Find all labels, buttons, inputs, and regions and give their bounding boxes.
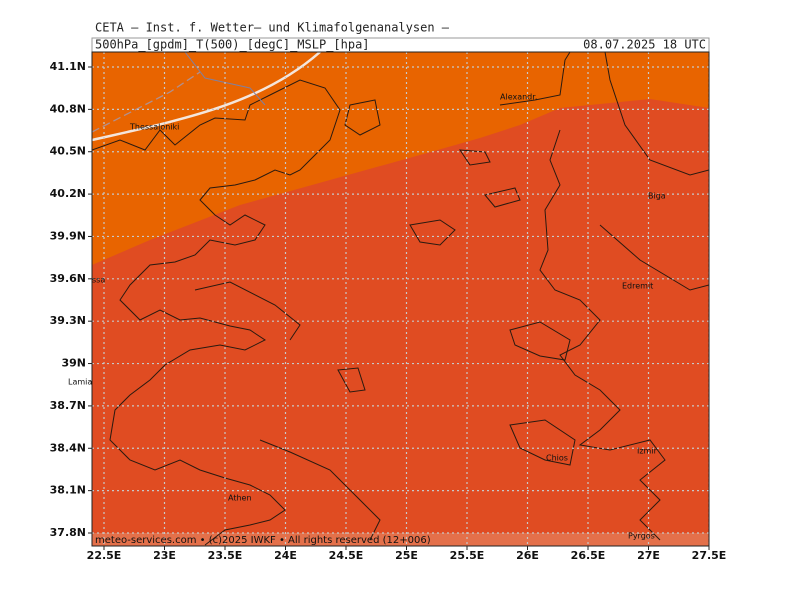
temperature-contour	[92, 71, 201, 133]
border-line	[184, 52, 266, 106]
lat-tick-label: 38.1N	[50, 484, 86, 497]
lon-tick-label: 22.5E	[87, 549, 122, 562]
footer-band	[92, 533, 709, 546]
lat-tick-label: 40.8N	[50, 102, 86, 115]
place-label: Athen	[228, 494, 252, 503]
place-label: Thessaloniki	[129, 123, 179, 132]
lat-tick-label: 38.4N	[50, 441, 86, 454]
grid	[92, 52, 709, 546]
lon-tick-label: 25.5E	[450, 549, 485, 562]
header-title: CETA – Inst. f. Wetter– und Klimafolgena…	[95, 21, 450, 35]
lat-tick-label: 39.9N	[50, 229, 86, 242]
lon-tick-label: 27E	[637, 549, 660, 562]
lat-tick-label: 39N	[61, 357, 86, 370]
lat-tick-label: 40.5N	[50, 145, 86, 158]
lat-tick-label: 38.7N	[50, 399, 86, 412]
axis-ticks: 41.1N 40.8N 40.5N 40.2N 39.9N 39.6N 39.3N 39N 38…	[50, 60, 727, 562]
header-time: 08.07.2025 18 UTC	[583, 38, 706, 52]
place-label: Biga	[648, 192, 666, 201]
isobar	[92, 52, 321, 142]
lat-tick-label: 39.6N	[50, 272, 86, 285]
map-area: Thessaloniki Alexandr. Biga ssa Edremit …	[68, 51, 710, 547]
place-label: Edremit	[622, 282, 653, 291]
header-fields: 500hPa_[gpdm]_T(500)_[degC]_MSLP_[hpa]	[95, 38, 370, 52]
lon-tick-label: 26E	[516, 549, 539, 562]
lon-tick-label: 26.5E	[571, 549, 606, 562]
place-label: Alexandr.	[500, 93, 537, 102]
coastlines	[92, 52, 709, 546]
place-label: Chios	[546, 454, 568, 463]
lat-tick-label: 40.2N	[50, 187, 86, 200]
lat-tick-label: 39.3N	[50, 314, 86, 327]
lon-tick-label: 25E	[395, 549, 418, 562]
place-label: Pyrgos	[628, 532, 655, 541]
temp-field-cool	[92, 52, 709, 265]
lon-tick-label: 27.5E	[692, 549, 727, 562]
place-label: ssa	[92, 276, 105, 285]
lon-tick-label: 23E	[153, 549, 176, 562]
copyright-footer: meteo-services.com • (c)2025 IWKF • All …	[95, 535, 431, 546]
map-frame	[91, 51, 710, 547]
lat-tick-label: 37.8N	[50, 526, 86, 539]
lon-tick-label: 23.5E	[208, 549, 243, 562]
place-label: Lamia	[68, 378, 92, 387]
lon-tick-label: 24E	[274, 549, 297, 562]
lon-tick-label: 24.5E	[329, 549, 364, 562]
lat-tick-label: 41.1N	[50, 60, 86, 73]
place-label: Izmir	[637, 447, 658, 456]
